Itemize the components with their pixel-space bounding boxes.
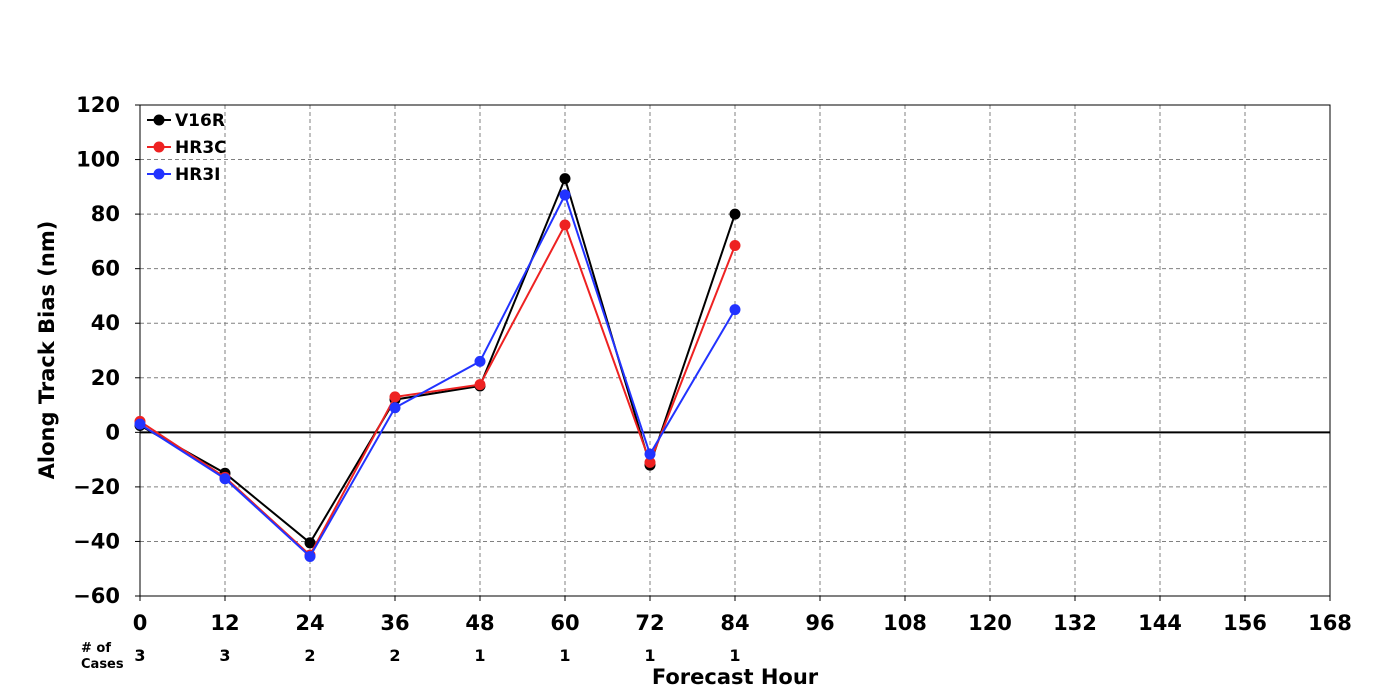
legend-label: HR3I xyxy=(175,165,220,185)
y-tick-label: 0 xyxy=(105,420,120,444)
series-hr3c xyxy=(134,219,741,561)
case-count: 1 xyxy=(729,646,740,665)
data-point-hr3c xyxy=(474,379,486,391)
case-count: 2 xyxy=(304,646,315,665)
x-tick-label: 24 xyxy=(295,611,324,635)
y-axis-title: Along Track Bias (nm) xyxy=(35,221,59,480)
x-tick-label: 72 xyxy=(635,611,664,635)
data-point-hr3i xyxy=(304,550,316,562)
x-tick-label: 12 xyxy=(210,611,239,635)
series-hr3i xyxy=(134,189,741,562)
case-count: 1 xyxy=(474,646,485,665)
x-tick-label: 60 xyxy=(550,611,579,635)
y-tick-label: −20 xyxy=(73,475,120,499)
x-tick-label: 0 xyxy=(133,611,148,635)
x-tick-label: 168 xyxy=(1308,611,1352,635)
x-tick-label: 84 xyxy=(720,611,749,635)
grid-lines xyxy=(140,105,1330,596)
y-tick-label: −40 xyxy=(73,529,120,553)
x-axis-ticks: 0 12 24 36 48 60 72 84 96 108 120 132 144 156 168 xyxy=(133,596,1352,635)
data-point-hr3i xyxy=(644,448,656,460)
x-tick-label: 132 xyxy=(1053,611,1097,635)
x-tick-label: 120 xyxy=(968,611,1012,635)
case-count: 1 xyxy=(559,646,570,665)
y-tick-label: −60 xyxy=(73,584,120,608)
data-point-v16r xyxy=(559,173,571,185)
case-count: 1 xyxy=(644,646,655,665)
x-axis-title: Forecast Hour xyxy=(652,665,819,689)
data-point-hr3i xyxy=(474,355,486,367)
y-axis-ticks: −60 −40 −20 0 20 40 60 80 100 120 xyxy=(73,93,140,608)
data-point-hr3i xyxy=(729,304,741,316)
x-tick-label: 36 xyxy=(380,611,409,635)
legend-label: V16R xyxy=(175,111,225,131)
y-tick-label: 60 xyxy=(91,257,120,281)
legend-marker xyxy=(153,168,165,180)
y-tick-label: 100 xyxy=(76,148,120,172)
data-point-hr3i xyxy=(389,402,401,414)
legend-label: HR3C xyxy=(175,138,227,158)
legend-marker xyxy=(153,141,165,153)
series-line-v16r xyxy=(139,175,736,545)
cases-row: # of Cases 3 3 2 2 1 1 1 1 xyxy=(81,641,741,672)
legend-marker xyxy=(153,114,165,126)
case-count: 3 xyxy=(134,646,145,665)
legend-item-hr3c: HR3C xyxy=(147,138,227,158)
x-tick-label: 156 xyxy=(1223,611,1267,635)
y-tick-label: 80 xyxy=(91,202,120,226)
x-tick-label: 96 xyxy=(805,611,834,635)
data-point-v16r xyxy=(304,537,316,549)
data-point-hr3c xyxy=(559,219,571,231)
cases-label-line2: Cases xyxy=(81,657,124,672)
x-tick-label: 108 xyxy=(883,611,927,635)
data-point-v16r xyxy=(729,208,741,220)
data-point-hr3c xyxy=(389,391,401,403)
y-tick-label: 120 xyxy=(76,93,120,117)
series-line-hr3i xyxy=(139,192,736,559)
legend: V16R HR3C HR3I xyxy=(147,111,227,185)
legend-item-v16r: V16R xyxy=(147,111,225,131)
x-tick-label: 144 xyxy=(1138,611,1182,635)
x-tick-label: 48 xyxy=(465,611,494,635)
series-line-hr3c xyxy=(139,222,736,557)
case-count: 2 xyxy=(389,646,400,665)
y-tick-label: 20 xyxy=(91,366,120,390)
y-tick-label: 40 xyxy=(91,311,120,335)
case-count: 3 xyxy=(219,646,230,665)
cases-label-line1: # of xyxy=(81,641,111,656)
data-point-hr3c xyxy=(644,456,656,468)
series-lines xyxy=(134,173,741,562)
legend-item-hr3i: HR3I xyxy=(147,165,220,185)
data-point-hr3i xyxy=(219,473,231,485)
data-point-hr3i xyxy=(559,189,571,201)
data-point-hr3c xyxy=(729,239,741,251)
data-point-hr3i xyxy=(134,418,146,430)
